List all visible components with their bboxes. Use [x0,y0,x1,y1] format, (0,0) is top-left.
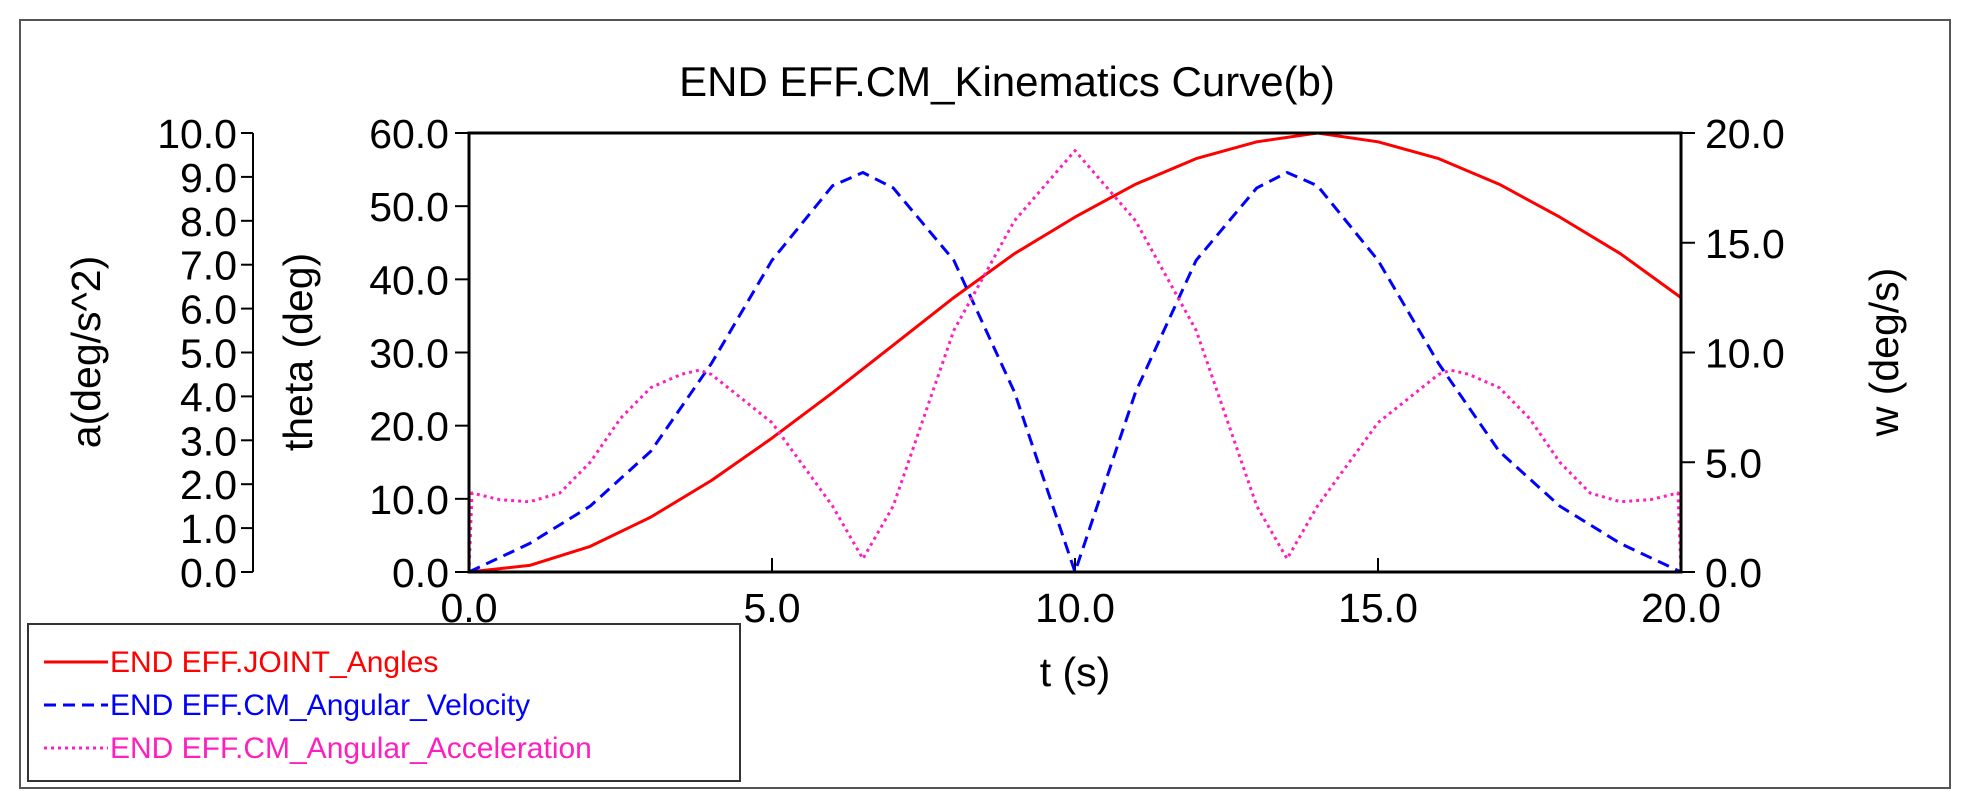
omega-tick-label: 15.0 [1705,221,1785,267]
x-axis-ticks: 0.0 5.0 10.0 15.0 20.0 [441,558,1721,631]
theta-tick-label: 50.0 [369,184,449,230]
legend-entry-angular-acceleration: END EFF.CM_Angular_Acceleration [110,732,592,765]
accel-tick-label: 10.0 [157,111,237,157]
omega-tick-label: 10.0 [1705,331,1785,377]
x-tick-label: 20.0 [1641,585,1721,631]
series-line-omega [468,171,1682,574]
theta-axis-ticks: 0.0 10.0 20.0 30.0 40.0 50.0 60.0 [369,111,469,596]
accel-axis-label: a(deg/s^2) [63,256,109,448]
omega-axis-label: w (deg/s) [1861,268,1907,438]
omega-tick-label: 20.0 [1705,111,1785,157]
series-layer [467,131,1683,574]
accel-tick-label: 6.0 [180,287,237,333]
omega-axis-ticks: 0.0 5.0 10.0 15.0 20.0 [1681,111,1785,596]
omega-tick-label: 5.0 [1705,440,1762,486]
theta-axis-label: theta (deg) [275,253,321,451]
x-tick-label: 10.0 [1035,585,1115,631]
series-line-accel [467,149,1683,573]
accel-tick-label: 8.0 [180,199,237,245]
legend: END EFF.JOINT_Angles END EFF.CM_Angular_… [27,623,741,782]
theta-tick-label: 40.0 [369,257,449,303]
theta-tick-label: 10.0 [369,477,449,523]
x-tick-label: 15.0 [1338,585,1418,631]
accel-tick-label: 1.0 [180,506,237,552]
legend-entry-joint-angles: END EFF.JOINT_Angles [110,646,438,679]
plot-area [467,131,1683,574]
accel-tick-label: 7.0 [180,243,237,289]
theta-tick-label: 20.0 [369,404,449,450]
legend-box [27,623,741,782]
accel-tick-label: 2.0 [180,462,237,508]
legend-entry-angular-velocity: END EFF.CM_Angular_Velocity [110,689,530,722]
accel-tick-label: 3.0 [180,418,237,464]
series-line-theta [468,131,1682,574]
x-axis-label: t (s) [1040,649,1111,695]
theta-tick-label: 0.0 [392,550,449,596]
theta-tick-label: 30.0 [369,331,449,377]
chart-title: END EFF.CM_Kinematics Curve(b) [679,58,1335,105]
omega-tick-label: 0.0 [1705,550,1762,596]
accel-axis-ticks: 0.01.02.03.04.05.06.07.08.09.010.0 [157,111,253,596]
accel-tick-label: 0.0 [180,550,237,596]
accel-tick-label: 5.0 [180,331,237,377]
accel-tick-label: 4.0 [180,374,237,420]
theta-tick-label: 60.0 [369,111,449,157]
x-tick-label: 5.0 [744,585,801,631]
accel-tick-label: 9.0 [180,155,237,201]
